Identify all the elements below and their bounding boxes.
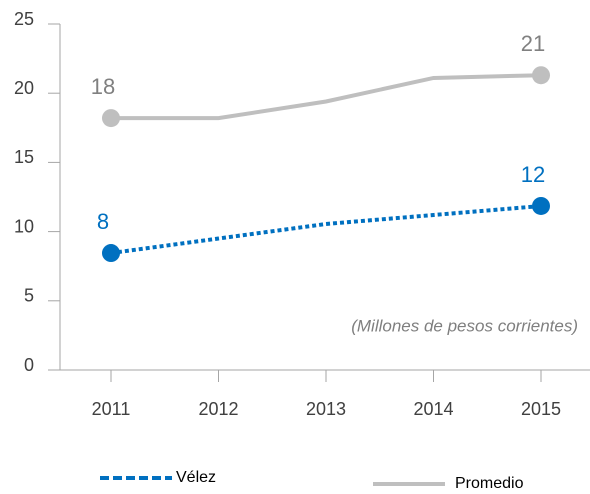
y-tick-label: 25 <box>14 9 34 29</box>
point <box>102 244 120 263</box>
point <box>102 109 120 128</box>
x-tick-label: 2013 <box>306 399 346 419</box>
y-tick-label: 0 <box>24 355 34 375</box>
legend-label: Promedio <box>455 475 524 489</box>
legend-label: Vélez <box>176 469 216 486</box>
data-label: 21 <box>521 31 545 56</box>
x-tick-label: 2012 <box>198 399 238 419</box>
annotation: (Millones de pesos corrientes) <box>351 316 578 335</box>
data-label: 8 <box>97 209 109 234</box>
x-tick-label: 2011 <box>92 399 131 419</box>
y-tick-label: 20 <box>14 78 34 98</box>
point <box>532 196 550 215</box>
point <box>532 66 550 85</box>
y-tick-label: 5 <box>24 286 34 306</box>
x-tick-label: 2014 <box>413 399 453 419</box>
data-label: 18 <box>91 74 115 99</box>
data-label: 12 <box>521 162 545 187</box>
y-tick-label: 15 <box>14 147 34 167</box>
x-tick-label: 2015 <box>521 399 561 419</box>
y-tick-label: 10 <box>14 216 34 236</box>
series-line <box>111 73 542 121</box>
series-line <box>110 204 542 256</box>
